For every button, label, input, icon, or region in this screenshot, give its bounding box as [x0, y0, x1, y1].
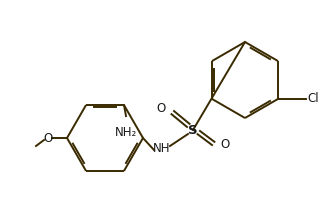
Text: Cl: Cl — [307, 93, 319, 105]
Text: O: O — [157, 101, 166, 114]
Text: NH₂: NH₂ — [115, 126, 137, 139]
Text: NH: NH — [153, 142, 171, 155]
Text: S: S — [188, 124, 198, 136]
Text: O: O — [220, 138, 229, 151]
Text: O: O — [43, 132, 53, 145]
